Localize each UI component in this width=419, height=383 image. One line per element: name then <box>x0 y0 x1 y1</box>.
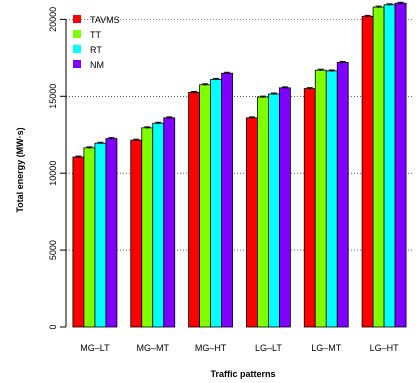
y-tick-label: 5000 <box>48 240 58 260</box>
bar <box>105 138 118 328</box>
y-axis: 0 5000 10000 15000 20000 <box>48 7 67 330</box>
legend-swatch <box>73 60 81 68</box>
x-tick-label: LG–LT <box>255 343 282 353</box>
bar <box>383 4 396 328</box>
bar <box>188 92 200 328</box>
legend-swatch <box>73 15 81 23</box>
bar <box>257 96 269 328</box>
legend-swatch <box>73 30 81 38</box>
bar <box>268 93 280 328</box>
y-tick-label: 0 <box>48 324 58 329</box>
x-axis-title: Traffic patterns <box>210 369 275 379</box>
y-axis-title: Total energy (MW·s) <box>15 127 25 212</box>
legend-label: NM <box>90 60 104 70</box>
x-tick-label: MG–HT <box>195 343 227 353</box>
bar <box>279 87 291 328</box>
bars <box>72 1 407 328</box>
bar <box>163 117 176 328</box>
x-axis: MG–LT MG–MT MG–HT LG–LT LG–MT LG–HT <box>80 343 399 353</box>
x-tick-label: MG–LT <box>80 343 110 353</box>
bar <box>210 78 222 328</box>
bar <box>372 6 385 328</box>
bar <box>199 84 211 328</box>
bar <box>303 88 316 328</box>
bar <box>314 69 327 328</box>
bar <box>130 139 143 328</box>
x-tick-label: LG–MT <box>311 343 342 353</box>
legend-label: RT <box>90 45 102 55</box>
gridlines <box>66 19 413 251</box>
legend-label: TAVMS <box>90 15 120 25</box>
y-tick-label: 10000 <box>48 161 58 186</box>
bar <box>336 62 349 328</box>
bar <box>152 122 165 328</box>
bar <box>72 156 85 328</box>
bar <box>394 2 407 328</box>
bar <box>325 70 338 328</box>
x-tick-label: LG–HT <box>370 343 400 353</box>
x-tick-label: MG–MT <box>137 343 170 353</box>
bar <box>141 127 154 328</box>
bar <box>361 15 374 328</box>
y-tick-label: 20000 <box>48 7 58 32</box>
legend-label: TT <box>90 30 101 40</box>
legend: TAVMS TT RT NM <box>73 15 120 70</box>
bar <box>83 147 96 328</box>
bar <box>94 142 107 328</box>
y-tick-label: 15000 <box>48 84 58 109</box>
bar <box>221 72 233 328</box>
legend-swatch <box>73 45 81 53</box>
bar <box>246 117 258 328</box>
